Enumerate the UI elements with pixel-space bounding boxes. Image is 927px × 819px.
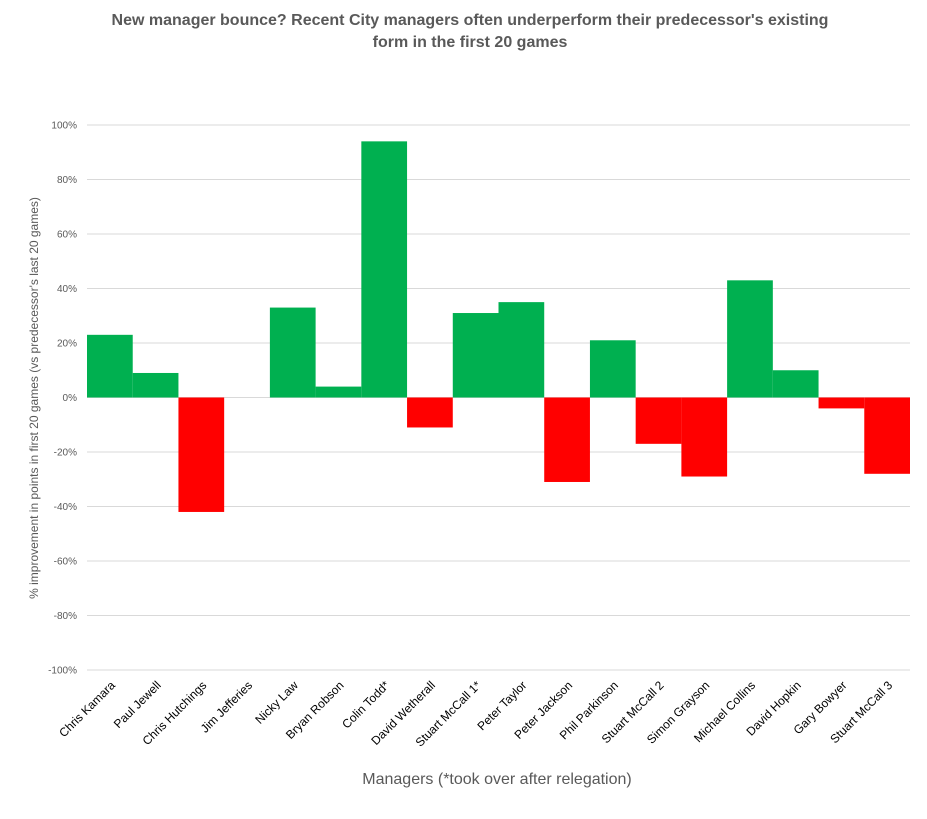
- bar: [864, 397, 910, 474]
- y-tick-label: -20%: [54, 448, 77, 459]
- y-tick-label: 100%: [51, 121, 77, 132]
- y-axis-title: % improvement in points in first 20 game…: [27, 197, 41, 599]
- y-tick-label: -80%: [54, 611, 77, 622]
- bar: [544, 397, 590, 482]
- chart-title: New manager bounce? Recent City managers…: [40, 10, 900, 54]
- chart-title-line-1: New manager bounce? Recent City managers…: [111, 12, 829, 29]
- bar: [132, 372, 179, 398]
- bar: [361, 141, 408, 398]
- bar: [818, 397, 865, 409]
- x-axis-title: Managers (*took over after relegation): [362, 771, 631, 788]
- chart-title-line-2: form in the first 20 games: [372, 34, 568, 51]
- y-tick-label: -100%: [48, 666, 77, 677]
- bar: [635, 397, 682, 444]
- bars: [87, 141, 910, 512]
- bar: [498, 302, 545, 398]
- bar: [407, 397, 453, 428]
- y-tick-label: 40%: [57, 284, 77, 295]
- x-category-label: Nicky Law: [252, 678, 301, 727]
- y-axis-tick-labels: -100% -80% -60% -40% -20% 0% 20% 40% 60% 80% 100%: [48, 121, 77, 677]
- bar: [178, 397, 225, 512]
- bar: [589, 340, 636, 398]
- bar: [315, 386, 362, 398]
- y-tick-label: 20%: [57, 339, 77, 350]
- x-category-label: Chris Kamara: [56, 678, 118, 740]
- bar: [269, 307, 316, 398]
- y-tick-label: 0%: [63, 393, 78, 404]
- bar: [727, 280, 773, 398]
- bar: [87, 334, 133, 398]
- bar: [772, 370, 819, 398]
- y-tick-label: -40%: [54, 502, 77, 513]
- y-tick-label: 60%: [57, 230, 77, 241]
- y-tick-label: 80%: [57, 175, 77, 186]
- bar: [681, 397, 728, 477]
- bar: [452, 313, 499, 398]
- y-tick-label: -60%: [54, 557, 77, 568]
